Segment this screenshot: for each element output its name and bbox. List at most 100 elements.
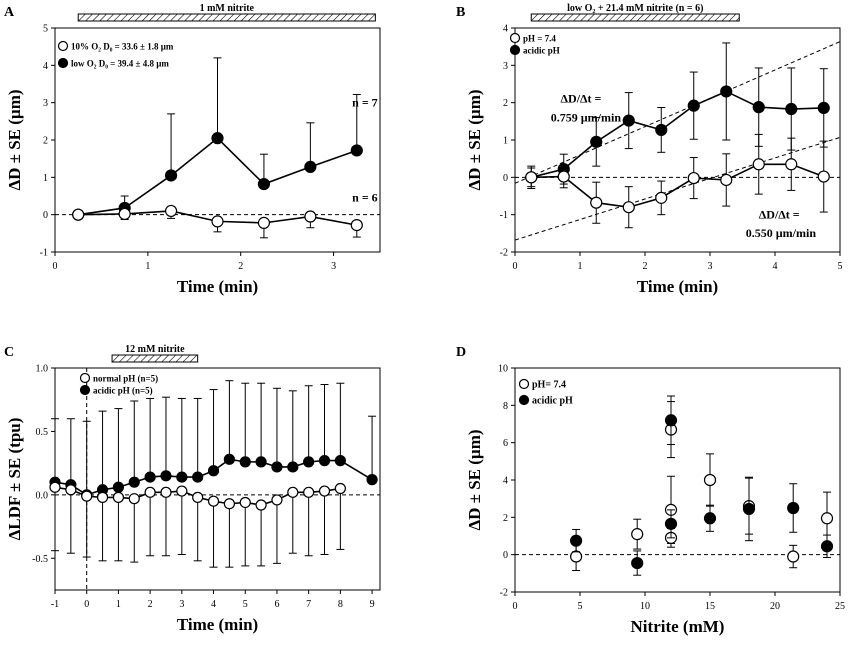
data-point xyxy=(350,219,363,232)
x-axis-label: Time (min) xyxy=(637,277,718,296)
y-tick-label: 4 xyxy=(43,61,48,72)
y-tick-label: -0.5 xyxy=(32,554,48,565)
panel-a: 0 1 2 3 -1 0 1 2 3 4 5 Time (min) ΔD ± SE (µm) 1 mM n… xyxy=(5,3,381,296)
annotation-text: 0.759 µm/min xyxy=(551,110,622,124)
data-point xyxy=(257,216,271,229)
plot-frame xyxy=(54,367,381,591)
x-tick-label: 9 xyxy=(370,599,375,610)
data-point xyxy=(211,132,224,145)
data-point xyxy=(787,550,800,563)
x-tick-label: 10 xyxy=(640,601,650,612)
data-point xyxy=(271,461,283,473)
x-tick-label: 15 xyxy=(705,601,715,612)
x-tick-label: 2 xyxy=(148,599,153,610)
data-point xyxy=(557,170,570,183)
data-point xyxy=(817,170,830,183)
stimulus-label: 12 mM nitrite xyxy=(125,344,185,355)
annotation-text: n = 7 xyxy=(352,95,378,109)
y-tick-label: 0.5 xyxy=(36,427,49,438)
data-point xyxy=(631,556,644,570)
data-point xyxy=(742,502,756,516)
y-tick-label: 3 xyxy=(503,61,508,72)
data-point xyxy=(160,486,172,498)
y-tick-label: -1 xyxy=(500,210,508,221)
y-tick-label: 2 xyxy=(43,136,48,147)
legend-marker xyxy=(57,40,69,52)
data-point xyxy=(257,177,271,191)
annotation-text: ΔD/Δt = xyxy=(561,92,602,106)
data-point xyxy=(664,414,678,427)
data-point xyxy=(569,534,583,547)
data-point xyxy=(752,101,765,114)
x-axis-label: Time (min) xyxy=(177,277,258,296)
data-point xyxy=(112,491,125,503)
data-point xyxy=(785,158,798,171)
data-point xyxy=(118,207,131,221)
y-tick-label: -2 xyxy=(500,248,508,259)
data-point xyxy=(128,476,140,488)
legend-marker xyxy=(79,384,91,396)
data-point xyxy=(720,173,733,187)
data-point xyxy=(303,486,315,498)
x-tick-label: 4 xyxy=(211,599,216,610)
y-tick-label: 10 xyxy=(498,364,508,375)
y-tick-label: 6 xyxy=(503,438,508,449)
data-point xyxy=(176,485,188,497)
y-tick-label: 4 xyxy=(503,24,508,35)
x-tick-label: 0 xyxy=(513,601,518,612)
data-point xyxy=(664,517,678,530)
stimulus-label: low O₂ + 21.4 mM nitrite (n = 6) xyxy=(567,3,703,14)
panel-b: 0 1 2 3 4 5 -2 -1 0 1 2 3 4 Time (min) ΔD ± SE (µm) low… xyxy=(465,3,843,296)
data-point xyxy=(96,491,109,503)
data-point xyxy=(223,453,235,465)
y-tick-label: 3 xyxy=(43,98,48,109)
data-point xyxy=(239,456,251,468)
y-axis-label: ΔD ± SE (µm) xyxy=(5,89,24,190)
regression-line xyxy=(514,41,841,184)
data-point xyxy=(318,455,331,467)
annotation-text: ΔD/Δt = xyxy=(759,207,800,221)
y-tick-label: 2 xyxy=(503,513,508,524)
x-tick-label: 3 xyxy=(179,599,184,610)
y-tick-label: 1.0 xyxy=(36,364,49,375)
data-point xyxy=(334,455,346,467)
legend-label: pH= 7.4 xyxy=(532,380,566,391)
legend-label: acidic pH xyxy=(523,46,560,56)
y-tick-label: 8 xyxy=(503,401,508,412)
legend-marker xyxy=(79,372,91,384)
data-point xyxy=(655,123,668,137)
legend-label: 10% O₂ D₀ = 33.6 ± 1.8 µm xyxy=(71,42,174,52)
data-point xyxy=(304,210,317,223)
series-line xyxy=(78,137,358,216)
data-point xyxy=(112,481,125,493)
x-tick-label: 5 xyxy=(578,601,583,612)
y-axis-label: ΔD ± SE (µm) xyxy=(465,429,484,530)
panel-label-c: C xyxy=(4,345,14,360)
x-tick-label: 1 xyxy=(578,261,583,272)
series-line xyxy=(531,90,824,179)
x-tick-label: 3 xyxy=(331,261,336,272)
data-point xyxy=(255,499,267,511)
data-point xyxy=(176,471,188,483)
legend-marker xyxy=(57,57,69,69)
y-tick-label: 2 xyxy=(503,98,508,109)
data-point xyxy=(817,101,830,114)
data-point xyxy=(687,171,700,185)
data-point xyxy=(687,99,700,112)
data-point xyxy=(525,171,538,184)
y-tick-label: 1 xyxy=(43,173,48,184)
data-point xyxy=(703,473,717,487)
data-point xyxy=(239,496,251,509)
data-point xyxy=(785,102,798,116)
legend-label: low O₂ D₀ = 39.4 ± 4.8 µm xyxy=(71,59,169,69)
x-tick-label: 8 xyxy=(338,599,343,610)
x-tick-label: 20 xyxy=(770,601,780,612)
legend-marker xyxy=(509,32,521,44)
x-tick-label: 2 xyxy=(643,261,648,272)
x-tick-label: 3 xyxy=(708,261,713,272)
data-point xyxy=(207,465,220,477)
data-point xyxy=(128,493,140,505)
data-point xyxy=(720,85,733,98)
y-axis-label: ΔD ± SE (µm) xyxy=(465,89,484,190)
